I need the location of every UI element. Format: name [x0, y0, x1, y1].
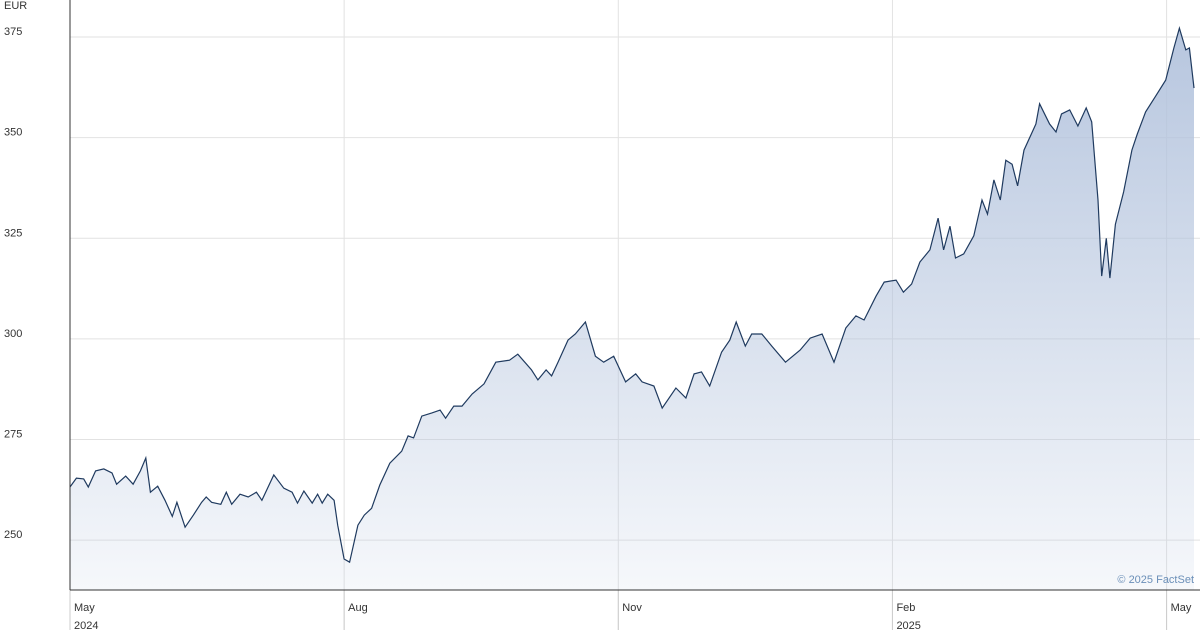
area [70, 28, 1194, 590]
unit-label: EUR [4, 0, 27, 12]
x-tick-year: 2025 [896, 620, 920, 630]
x-tick-label: May [1171, 602, 1192, 614]
y-tick-label: 350 [4, 127, 22, 139]
y-tick-label: 325 [4, 227, 22, 239]
x-tick-label: Feb [896, 602, 915, 614]
y-tick-label: 300 [4, 328, 22, 340]
x-tick-label: Nov [622, 602, 642, 614]
credit: © 2025 FactSet [1117, 574, 1194, 586]
x-tick-label: Aug [348, 602, 368, 614]
y-tick-label: 250 [4, 529, 22, 541]
price-line [69, 26, 1195, 564]
x-tick-year: 2024 [74, 620, 98, 630]
y-tick-label: 275 [4, 428, 22, 440]
y-tick-label: 375 [4, 26, 22, 38]
x-tick-label: May [74, 602, 95, 614]
